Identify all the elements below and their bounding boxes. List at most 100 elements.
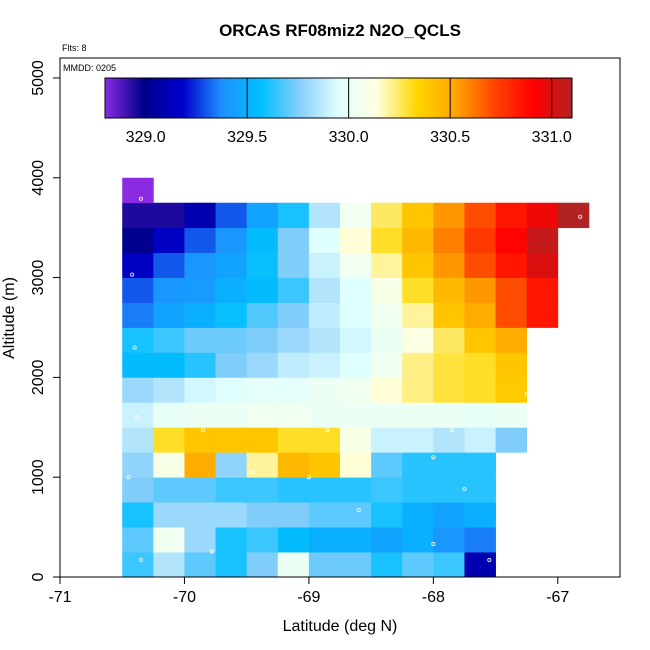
heatmap-cell xyxy=(340,402,372,428)
heatmap-cell xyxy=(308,227,341,254)
heatmap-cell xyxy=(464,202,496,229)
heatmap-cell xyxy=(340,452,372,478)
heatmap-cell xyxy=(464,502,496,528)
heatmap-cell xyxy=(464,552,496,578)
heatmap-cell xyxy=(122,227,154,254)
heatmap-cell xyxy=(495,427,528,453)
heatmap-cell xyxy=(122,527,154,553)
heatmap-cell xyxy=(433,252,465,278)
heatmap-cell xyxy=(308,427,341,453)
heatmap-cell xyxy=(371,227,403,254)
heatmap-cell xyxy=(433,377,465,403)
colorbar-tick-label: 330.0 xyxy=(329,129,369,146)
heatmap-cell xyxy=(308,527,341,553)
heatmap-cell xyxy=(340,502,372,528)
y-tick-label: 1000 xyxy=(30,459,47,495)
heatmap-cell xyxy=(277,502,310,528)
heatmap-cell xyxy=(277,427,310,453)
heatmap-cell xyxy=(246,527,279,553)
heatmap-cell xyxy=(495,277,528,303)
heatmap-cell xyxy=(433,427,465,453)
heatmap-cell xyxy=(246,277,279,303)
heatmap-cell xyxy=(277,352,310,378)
heatmap-cell xyxy=(402,327,434,353)
heatmap-cell xyxy=(184,527,216,553)
heatmap-cell xyxy=(464,277,496,303)
heatmap-cell xyxy=(215,302,248,328)
heatmap-cell xyxy=(246,202,279,229)
heatmap-cell xyxy=(153,302,185,328)
heatmap-cell xyxy=(184,227,216,254)
heatmap-cell xyxy=(495,327,528,353)
heatmap-cell xyxy=(526,227,559,254)
heatmap-cell xyxy=(464,477,496,503)
heatmap-cell xyxy=(464,402,496,428)
flight-point xyxy=(209,549,214,554)
heatmap-cell xyxy=(526,277,559,303)
flights-annotation: Flts: 8 xyxy=(62,43,87,53)
flight-point xyxy=(306,475,311,480)
flight-point xyxy=(138,558,143,563)
heatmap-cell xyxy=(184,402,216,428)
heatmap-cell xyxy=(557,202,590,229)
heatmap-cell xyxy=(153,452,185,478)
x-axis-label: Latitude (deg N) xyxy=(283,618,398,635)
x-tick-label: -70 xyxy=(173,589,196,606)
heatmap-cell xyxy=(340,527,372,553)
heatmap-cell xyxy=(371,402,403,428)
heatmap-cell xyxy=(122,552,154,578)
heatmap-cell xyxy=(371,502,403,528)
heatmap-cell xyxy=(184,552,216,578)
heatmap-cell xyxy=(122,377,154,403)
y-tick-label: 5000 xyxy=(30,60,47,96)
heatmap-cell xyxy=(495,252,528,278)
heatmap-cell xyxy=(340,427,372,453)
heatmap-cell xyxy=(464,302,496,328)
heatmap-cell xyxy=(464,327,496,353)
heatmap-cell xyxy=(371,427,403,453)
heatmap-cell xyxy=(464,452,496,478)
heatmap-cell xyxy=(277,377,310,403)
x-tick-label: -68 xyxy=(422,589,445,606)
heatmap-cell xyxy=(277,527,310,553)
heatmap-cell xyxy=(246,352,279,378)
heatmap-cell xyxy=(153,327,185,353)
heatmap-cell xyxy=(215,502,248,528)
heatmap-cell xyxy=(308,377,341,403)
heatmap-cell xyxy=(122,402,154,428)
heatmap-cell xyxy=(526,252,559,278)
heatmap-cell xyxy=(402,477,434,503)
colorbar-tick-label: 329.0 xyxy=(126,129,166,146)
heatmap-cell xyxy=(215,527,248,553)
heatmap-cell xyxy=(402,402,434,428)
heatmap-cell xyxy=(308,352,341,378)
heatmap-cell xyxy=(340,327,372,353)
heatmap-cell xyxy=(215,552,248,578)
heatmap-cell xyxy=(433,402,465,428)
flight-point xyxy=(431,455,436,460)
x-tick-label: -69 xyxy=(297,589,320,606)
heatmap-cell xyxy=(277,477,310,503)
flight-point xyxy=(132,345,137,350)
heatmap-cell xyxy=(122,177,154,204)
heatmap-cell xyxy=(495,227,528,254)
heatmap-cell xyxy=(464,352,496,378)
flight-point xyxy=(503,558,508,563)
colorbar-tick-label: 331.0 xyxy=(532,129,572,146)
heatmap-cell xyxy=(246,477,279,503)
heatmap-cell xyxy=(153,377,185,403)
heatmap-cell xyxy=(184,427,216,453)
heatmap-cell xyxy=(402,502,434,528)
heatmap-cell xyxy=(340,352,372,378)
heatmap-cell xyxy=(433,527,465,553)
heatmap-cell xyxy=(215,202,248,229)
heatmap-cell xyxy=(402,202,434,229)
heatmap-cell xyxy=(153,552,185,578)
heatmap-cell xyxy=(371,202,403,229)
colorbar-tick-label: 329.5 xyxy=(227,129,267,146)
heatmap-cell xyxy=(153,402,185,428)
heatmap-cell xyxy=(184,277,216,303)
heatmap-cell xyxy=(277,452,310,478)
heatmap-cell xyxy=(371,302,403,328)
heatmap-cell xyxy=(308,277,341,303)
